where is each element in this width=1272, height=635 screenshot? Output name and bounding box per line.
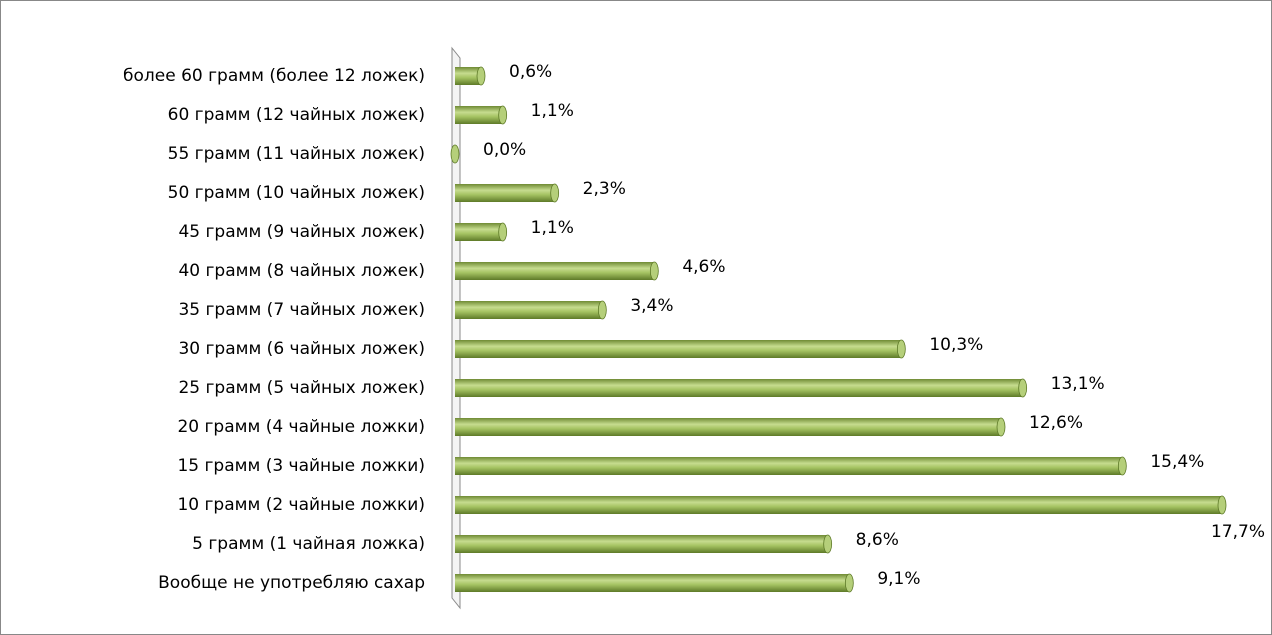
bar bbox=[455, 496, 1222, 514]
bar-cap bbox=[896, 339, 906, 359]
bar-cap bbox=[996, 417, 1006, 437]
bar bbox=[455, 379, 1023, 397]
bar-cap bbox=[597, 300, 607, 320]
category-label: более 60 грамм (более 12 ложек) bbox=[123, 66, 425, 86]
category-label: 50 грамм (10 чайных ложек) bbox=[168, 183, 425, 203]
bar-cap bbox=[476, 66, 486, 86]
category-label: 55 грамм (11 чайных ложек) bbox=[168, 144, 425, 164]
bar bbox=[455, 301, 603, 319]
category-label: 30 грамм (6 чайных ложек) bbox=[178, 339, 425, 359]
bar-cap bbox=[550, 183, 560, 203]
bar-cap bbox=[1217, 495, 1227, 515]
value-label: 8,6% bbox=[856, 530, 899, 550]
value-label: 3,4% bbox=[630, 296, 673, 316]
axis-wall bbox=[451, 46, 461, 610]
bar bbox=[455, 457, 1123, 475]
value-label: 12,6% bbox=[1029, 413, 1083, 433]
value-label: 0,6% bbox=[509, 62, 552, 82]
bar bbox=[455, 535, 828, 553]
value-label: 1,1% bbox=[531, 101, 574, 121]
bar-cap bbox=[498, 105, 508, 125]
bar bbox=[455, 106, 503, 124]
bar-cap bbox=[1018, 378, 1028, 398]
category-label: 35 грамм (7 чайных ложек) bbox=[178, 300, 425, 320]
value-label: 1,1% bbox=[531, 218, 574, 238]
category-label: Вообще не употребляю сахар bbox=[158, 573, 425, 593]
bar bbox=[455, 340, 902, 358]
bar bbox=[455, 184, 555, 202]
bar bbox=[455, 223, 503, 241]
value-label: 17,7% bbox=[1211, 522, 1265, 542]
value-label: 10,3% bbox=[929, 335, 983, 355]
bar bbox=[455, 262, 655, 280]
category-label: 20 грамм (4 чайные ложки) bbox=[177, 417, 425, 437]
bar-cap bbox=[450, 144, 460, 164]
bar-cap bbox=[1117, 456, 1127, 476]
bar bbox=[455, 574, 850, 592]
bar-cap bbox=[649, 261, 659, 281]
bar-cap bbox=[844, 573, 854, 593]
value-label: 9,1% bbox=[877, 569, 920, 589]
category-label: 10 грамм (2 чайные ложки) bbox=[177, 495, 425, 515]
value-label: 0,0% bbox=[483, 140, 526, 160]
value-label: 13,1% bbox=[1051, 374, 1105, 394]
category-label: 15 грамм (3 чайные ложки) bbox=[177, 456, 425, 476]
category-label: 25 грамм (5 чайных ложек) bbox=[178, 378, 425, 398]
value-label: 2,3% bbox=[583, 179, 626, 199]
value-label: 4,6% bbox=[682, 257, 725, 277]
bar-cap bbox=[823, 534, 833, 554]
category-label: 60 грамм (12 чайных ложек) bbox=[168, 105, 425, 125]
category-label: 5 грамм (1 чайная ложка) bbox=[192, 534, 425, 554]
category-label: 45 грамм (9 чайных ложек) bbox=[178, 222, 425, 242]
bar bbox=[455, 418, 1001, 436]
value-label: 15,4% bbox=[1150, 452, 1204, 472]
category-label: 40 грамм (8 чайных ложек) bbox=[178, 261, 425, 281]
bar bbox=[455, 67, 481, 85]
bar-cap bbox=[498, 222, 508, 242]
